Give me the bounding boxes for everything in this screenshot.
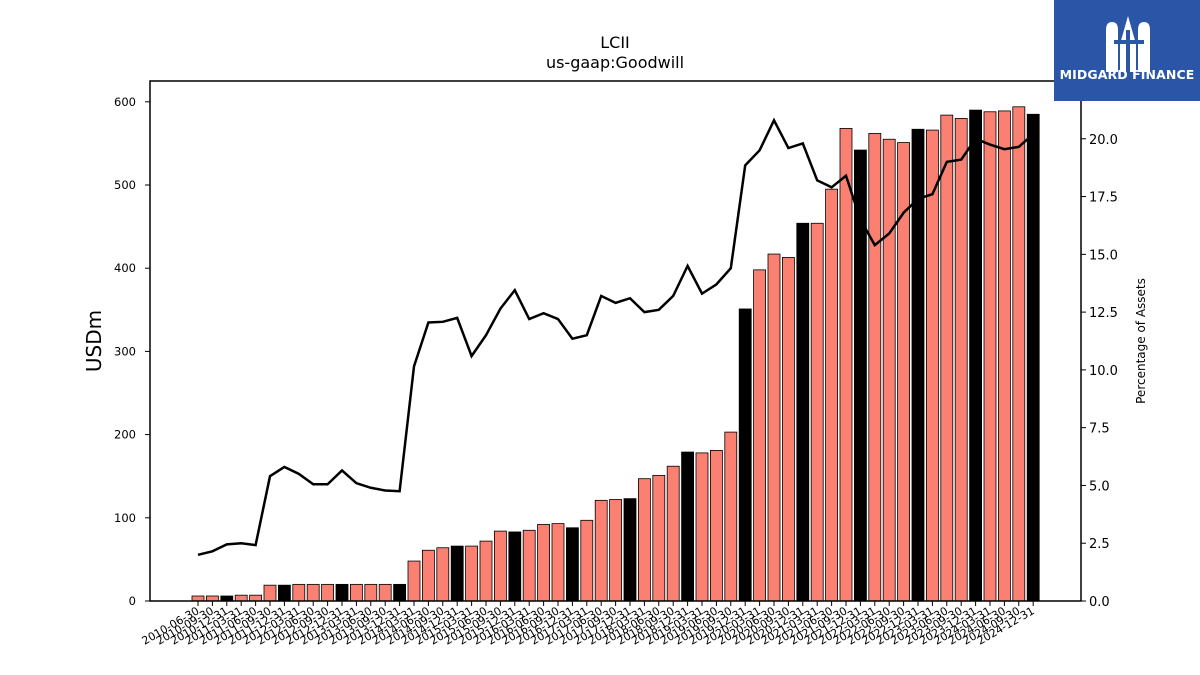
bar xyxy=(537,524,550,602)
bar xyxy=(652,474,666,602)
left-axis: 0 100 200 300 400 500 600 xyxy=(114,95,150,608)
plot-frame xyxy=(149,80,1082,602)
y-tick-label: 500 xyxy=(114,178,136,192)
bar xyxy=(393,583,407,602)
y-tick-label: 300 xyxy=(114,344,136,358)
bar xyxy=(594,499,608,602)
midgard-m-logo-icon xyxy=(1106,16,1150,72)
y2-tick-label: 15.0 xyxy=(1089,248,1118,263)
bar xyxy=(623,498,637,602)
y-tick-label: 400 xyxy=(114,261,136,275)
bar xyxy=(983,111,997,602)
bar xyxy=(782,256,795,602)
bar xyxy=(493,530,507,602)
y-axis-label: USDm xyxy=(82,310,106,372)
bar xyxy=(234,594,248,602)
y2-tick-label: 0.0 xyxy=(1089,595,1110,610)
bar xyxy=(306,583,320,602)
bar xyxy=(335,583,349,602)
bar xyxy=(349,583,363,602)
x-axis: 2010-06-302010-09-302010-12-312011-03-31… xyxy=(140,601,1037,648)
bar xyxy=(926,129,939,602)
chart-subtitle: us-gaap:Goodwill xyxy=(546,53,684,72)
y2-tick-label: 10.0 xyxy=(1089,364,1118,379)
bar xyxy=(277,584,291,602)
bar xyxy=(249,594,263,602)
bar xyxy=(681,451,694,602)
bar-series xyxy=(191,106,1040,602)
y2-tick-label: 12.5 xyxy=(1089,306,1118,321)
chart-title: LCII xyxy=(600,33,630,52)
bar xyxy=(738,308,752,602)
y2-axis-label: Percentage of Assets xyxy=(1134,278,1148,404)
bar xyxy=(969,109,982,602)
bar xyxy=(580,519,594,602)
bar xyxy=(450,545,464,602)
y-tick-label: 600 xyxy=(114,95,136,109)
bar xyxy=(566,527,579,602)
y-tick-label: 200 xyxy=(114,428,136,442)
brand-logo: MIDGARD FINANCE xyxy=(1054,0,1200,101)
bar xyxy=(710,450,723,602)
bar xyxy=(551,523,565,602)
bar xyxy=(321,583,335,602)
bar xyxy=(522,529,536,602)
bar xyxy=(796,222,810,602)
bar xyxy=(378,583,392,602)
y2-tick-label: 7.5 xyxy=(1089,422,1110,437)
bar xyxy=(810,222,824,602)
bar xyxy=(508,531,522,602)
y-tick-label: 0 xyxy=(129,594,136,608)
line-series xyxy=(197,117,1035,556)
bar xyxy=(724,431,738,602)
bar xyxy=(1012,106,1026,602)
bar xyxy=(666,465,680,602)
bar xyxy=(695,452,709,602)
bar xyxy=(940,114,954,602)
bar xyxy=(882,138,896,602)
bar xyxy=(753,269,766,602)
bar xyxy=(407,560,421,602)
bar xyxy=(609,499,622,602)
y2-tick-label: 20.0 xyxy=(1089,133,1118,148)
y2-tick-label: 17.5 xyxy=(1089,191,1118,206)
bar xyxy=(839,128,853,602)
bar xyxy=(364,583,378,602)
bar xyxy=(292,583,306,602)
y2-tick-label: 2.5 xyxy=(1089,537,1110,552)
bar xyxy=(767,253,781,602)
bar xyxy=(868,133,882,602)
bar xyxy=(263,584,277,602)
y2-tick-label: 5.0 xyxy=(1089,479,1110,494)
bar xyxy=(479,540,493,602)
bar xyxy=(998,110,1011,602)
percentage-line xyxy=(197,117,1035,556)
bar xyxy=(436,547,450,602)
bar xyxy=(825,188,838,602)
y-tick-label: 100 xyxy=(114,511,136,525)
bar xyxy=(421,549,435,602)
brand-name: MIDGARD FINANCE xyxy=(1059,67,1195,82)
bar xyxy=(638,478,651,602)
bar xyxy=(954,118,968,602)
bar xyxy=(465,545,479,602)
bar xyxy=(1026,113,1040,602)
right-axis: 0.0 2.5 5.0 7.5 10.0 12.5 15.0 17.5 20.0 xyxy=(1081,133,1118,610)
